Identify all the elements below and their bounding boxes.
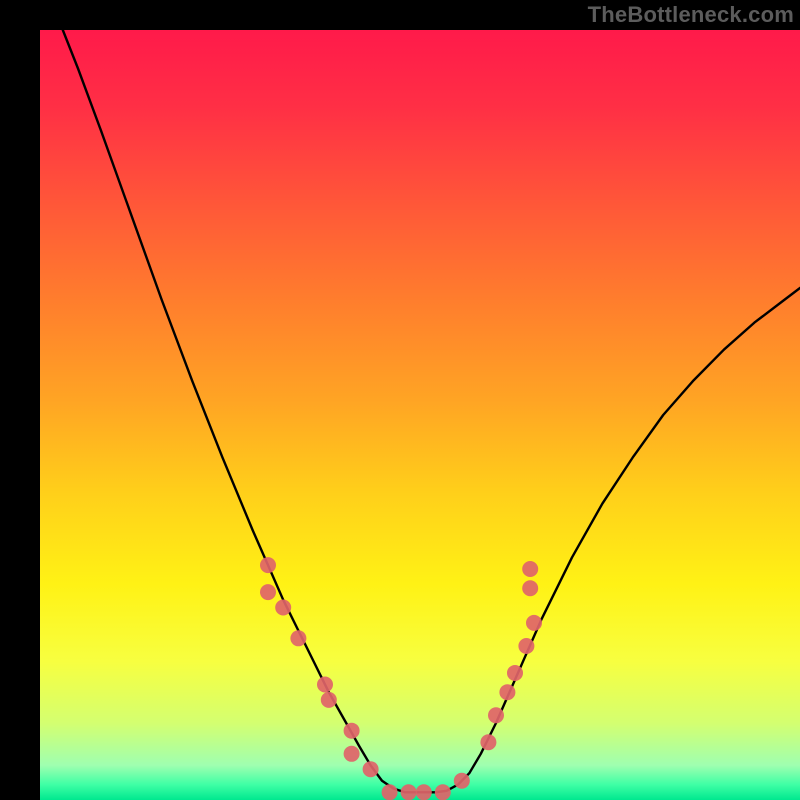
data-marker: [499, 684, 515, 700]
data-marker: [488, 707, 504, 723]
data-marker: [290, 630, 306, 646]
data-marker: [518, 638, 534, 654]
data-marker: [507, 665, 523, 681]
data-marker: [480, 734, 496, 750]
data-marker: [522, 580, 538, 596]
bottleneck-chart: [0, 0, 800, 800]
data-marker: [454, 773, 470, 789]
data-marker: [522, 561, 538, 577]
data-marker: [317, 677, 333, 693]
data-marker: [416, 784, 432, 800]
data-marker: [344, 746, 360, 762]
plot-background: [40, 30, 800, 800]
data-marker: [401, 784, 417, 800]
data-marker: [260, 584, 276, 600]
data-marker: [260, 557, 276, 573]
data-marker: [275, 600, 291, 616]
data-marker: [363, 761, 379, 777]
data-marker: [321, 692, 337, 708]
data-marker: [344, 723, 360, 739]
chart-frame: TheBottleneck.com: [0, 0, 800, 800]
data-marker: [526, 615, 542, 631]
data-marker: [382, 784, 398, 800]
data-marker: [435, 784, 451, 800]
